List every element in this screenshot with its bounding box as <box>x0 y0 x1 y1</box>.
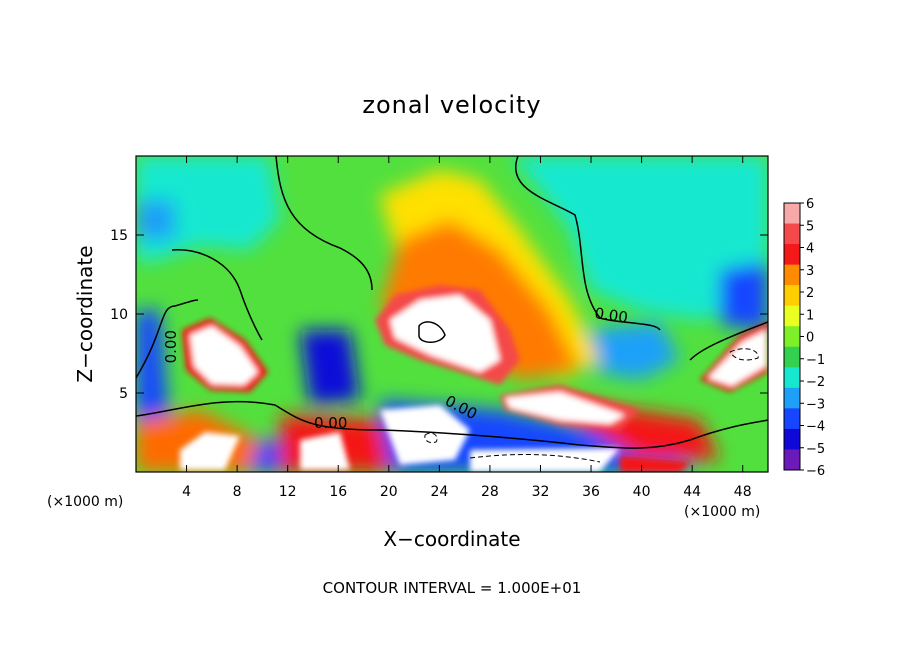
colorbar-tick-label: 1 <box>806 308 814 323</box>
colorbar-swatch <box>784 244 800 266</box>
contour-label: 0.00 <box>593 304 629 326</box>
chart-title: zonal velocity <box>362 91 541 119</box>
contour-label: 0.00 <box>314 414 347 432</box>
colorbar-tick-label: −6 <box>806 464 825 479</box>
colorbar-swatch <box>784 305 800 327</box>
dashed-contour-line <box>729 348 759 361</box>
contour-line <box>689 321 768 361</box>
x-tick-label: 4 <box>182 484 191 500</box>
plot-area <box>136 156 768 472</box>
x-tick-label: 32 <box>532 484 550 500</box>
x-axis: 4 8 12 16 20 24 28 32 36 40 44 48 <box>182 156 752 500</box>
x-tick-label: 20 <box>380 484 398 500</box>
contour-line <box>515 156 661 331</box>
contour-interval-note: CONTOUR INTERVAL = 1.000E+01 <box>323 579 582 597</box>
contour-line <box>171 249 263 341</box>
x-tick-label: 28 <box>481 484 499 500</box>
y-axis: 5 10 15 <box>110 228 768 402</box>
x-tick-label: 8 <box>233 484 242 500</box>
y-axis-label: Z−coordinate <box>73 245 97 382</box>
x-tick-label: 16 <box>329 484 347 500</box>
colorbar-tick-label: −5 <box>806 442 825 457</box>
contour-label: 0.00 <box>162 330 180 363</box>
colorbar-swatch <box>784 387 800 409</box>
colorbar-swatch <box>784 223 800 245</box>
colorbar-swatch <box>784 285 800 307</box>
colorbar-tick-label: 4 <box>806 242 814 257</box>
y-tick-label: 10 <box>110 307 128 323</box>
colorbar-tick-label: 2 <box>806 286 814 301</box>
colorbar-swatch <box>784 326 800 348</box>
colorbar-tick-label: 6 <box>806 197 814 212</box>
y-tick-label: 15 <box>110 228 128 244</box>
contour-line <box>418 321 446 343</box>
x-tick-label: 24 <box>430 484 448 500</box>
x-tick-label: 40 <box>633 484 651 500</box>
x-unit-label-right: (×1000 m) <box>684 504 760 520</box>
x-tick-label: 48 <box>734 484 752 500</box>
x-tick-label: 36 <box>582 484 600 500</box>
x-unit-label-left: (×1000 m) <box>47 494 123 510</box>
colorbar-swatch <box>784 449 800 471</box>
contour-line <box>275 156 373 291</box>
x-tick-label: 12 <box>279 484 297 500</box>
contour-line <box>136 400 768 449</box>
colorbar-swatch <box>784 346 800 368</box>
contour-line <box>136 299 199 379</box>
colorbar-tick-label: 5 <box>806 219 814 234</box>
colorbar-tick-label: 3 <box>806 264 814 279</box>
dashed-contour-line <box>469 454 601 463</box>
x-axis-label: X−coordinate <box>383 527 520 551</box>
colorbar-swatch <box>784 264 800 286</box>
colorbar-swatch <box>784 367 800 389</box>
colorbar-swatch <box>784 203 800 225</box>
colorbar-tick-label: −4 <box>806 420 825 435</box>
x-tick-label: 44 <box>683 484 701 500</box>
y-tick-label: 5 <box>119 386 128 402</box>
dashed-contour-line <box>424 432 438 443</box>
colorbar-swatch <box>784 428 800 450</box>
colorbar-swatch <box>784 408 800 430</box>
colorbar: 6 5 4 3 2 1 0 −1 −2 −3 −4 −5 −6 <box>783 197 825 479</box>
colorbar-tick-label: −3 <box>806 397 825 412</box>
colorbar-tick-label: 0 <box>806 331 814 346</box>
colorbar-tick-label: −1 <box>806 353 825 368</box>
colorbar-tick-label: −2 <box>806 375 825 390</box>
